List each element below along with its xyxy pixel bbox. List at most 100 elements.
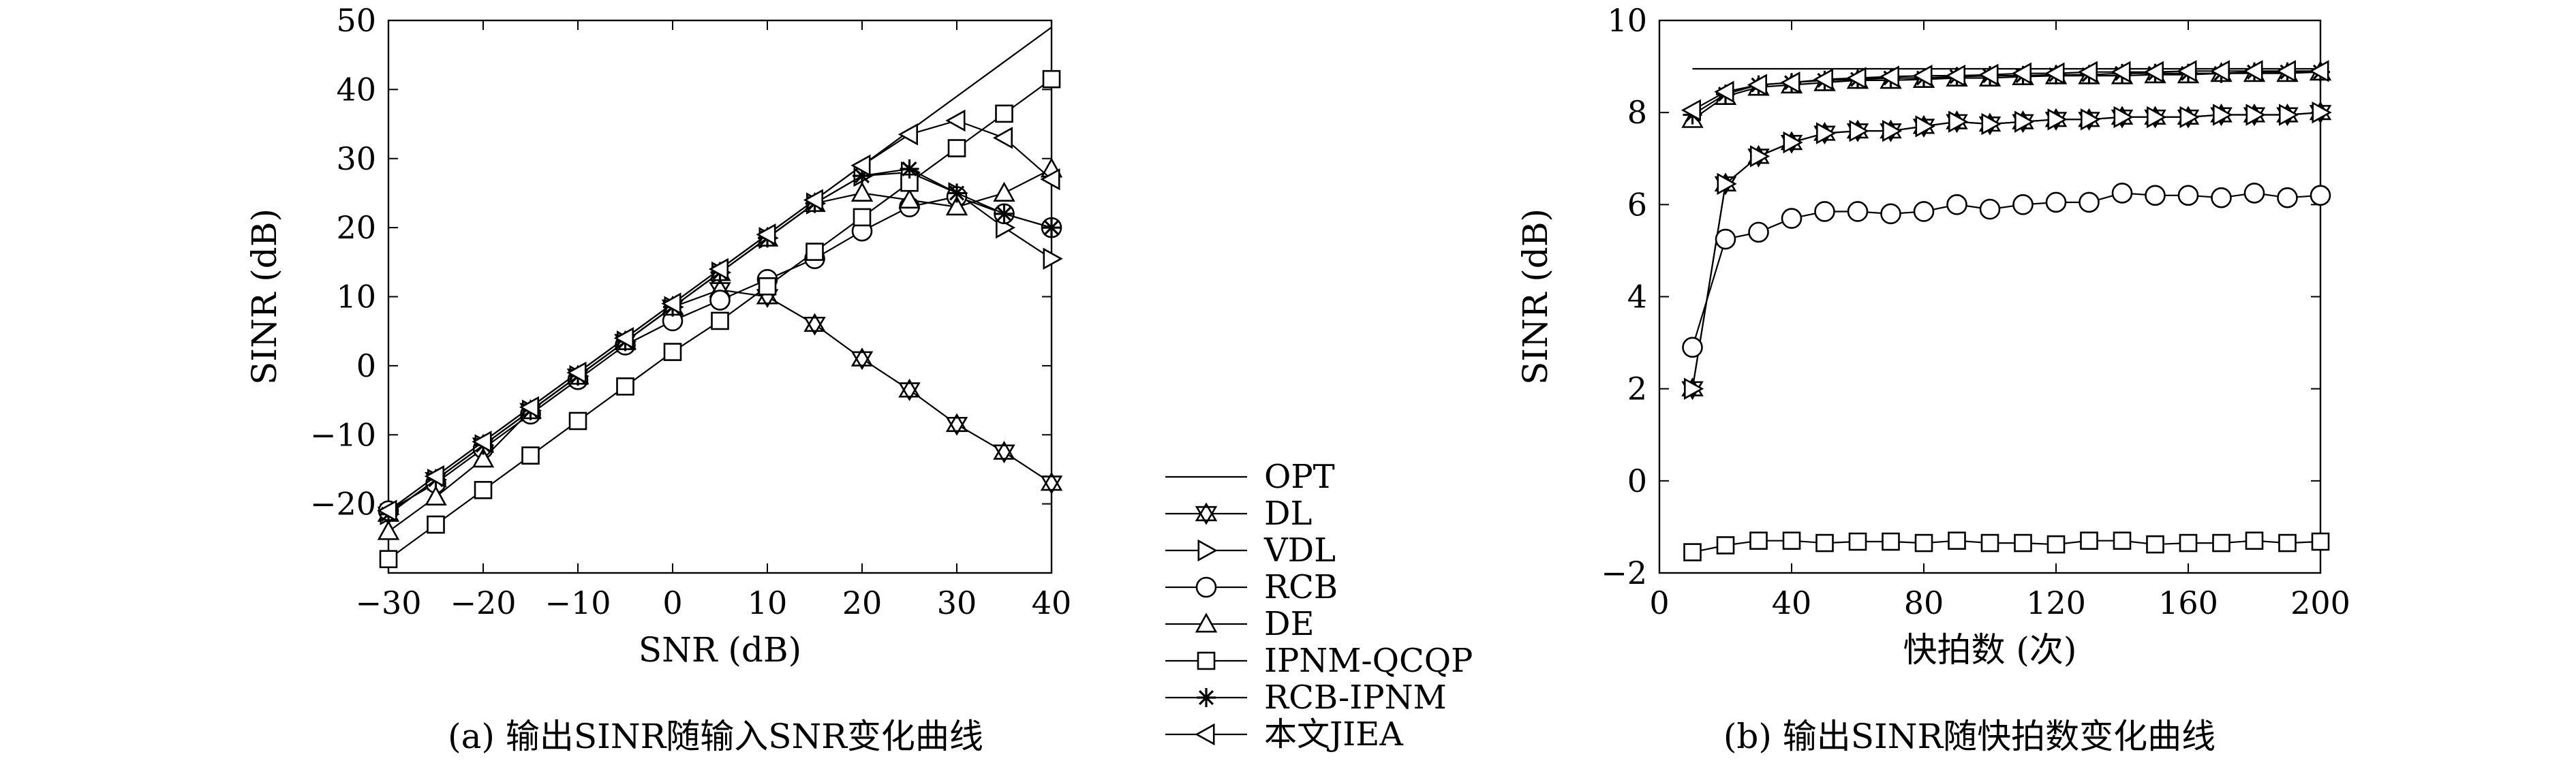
legend-marker — [1197, 651, 1216, 670]
point-ipnm-qcqp — [1683, 543, 1702, 561]
point-jiea — [472, 431, 492, 453]
legend-label: RCB — [1264, 568, 1338, 606]
point-de — [425, 485, 447, 505]
point-ipnm-qcqp — [1716, 536, 1735, 555]
point-vdl — [2047, 108, 2068, 131]
point-ipnm-qcqp — [1882, 532, 1900, 551]
point-rcb-ipnm — [994, 204, 1014, 223]
point-jiea — [1879, 65, 1899, 88]
x-tick-label: 80 — [1904, 585, 1944, 621]
point-vdl — [1783, 131, 1803, 154]
point-jiea — [519, 396, 540, 418]
point-ipnm-qcqp — [2146, 535, 2164, 554]
point-ipnm-qcqp — [2245, 531, 2264, 550]
point-vdl — [1684, 377, 1704, 400]
point-ipnm-qcqp — [2014, 533, 2032, 552]
series-jiea — [377, 109, 1060, 522]
y-tick-label: 10 — [336, 279, 376, 315]
series-line-vdl — [1691, 112, 2320, 389]
point-ipnm-qcqp — [1782, 531, 1801, 550]
point-ipnm-qcqp — [758, 277, 777, 296]
point-jiea — [708, 258, 729, 281]
point-rcb — [2211, 187, 2232, 208]
y-tick-label: 20 — [336, 209, 376, 246]
point-vdl — [1882, 119, 1903, 142]
point-rcb — [2012, 194, 2034, 215]
point-jiea — [2243, 60, 2263, 82]
x-axis-label: 快拍数 (次) — [1903, 630, 2077, 670]
point-vdl — [2312, 101, 2332, 124]
point-vdl — [1981, 112, 2002, 136]
point-ipnm-qcqp — [1948, 531, 1966, 550]
point-rcb — [1748, 221, 1769, 243]
legend-marker — [1197, 539, 1218, 562]
point-vdl — [2213, 104, 2233, 126]
point-jiea — [2044, 62, 2065, 84]
point-ipnm-qcqp — [1848, 532, 1867, 551]
y-tick-label: −2 — [1601, 555, 1647, 591]
series-ipnm-qcqp — [1683, 531, 2330, 561]
legend-marker — [1197, 688, 1216, 707]
legend-label: OPT — [1264, 458, 1335, 496]
point-ipnm-qcqp — [947, 139, 966, 157]
legend-label: DE — [1264, 605, 1315, 643]
caption-b: (b) 输出SINR随快拍数变化曲线 — [1723, 717, 2215, 756]
series-rcb — [1682, 183, 2331, 358]
point-vdl — [1849, 119, 1869, 142]
legend-marker — [1195, 576, 1217, 598]
x-tick-label: 0 — [662, 585, 682, 621]
series-rcb — [378, 186, 1062, 522]
point-rcb — [2045, 191, 2067, 213]
y-tick-label: 0 — [356, 347, 376, 384]
point-ipnm-qcqp — [2179, 533, 2198, 552]
y-tick-label: 50 — [336, 2, 376, 39]
point-jiea — [2209, 60, 2230, 82]
series-jiea — [1681, 60, 2329, 121]
x-tick-label: 10 — [748, 585, 788, 621]
point-rcb — [1715, 228, 1736, 250]
point-jiea — [1945, 64, 1965, 87]
point-ipnm-qcqp — [616, 377, 634, 396]
point-de — [993, 181, 1015, 202]
y-axis-label: SINR (dB) — [1516, 208, 1555, 385]
point-de — [850, 181, 874, 202]
point-vdl — [1915, 115, 1935, 138]
point-jiea — [850, 154, 871, 177]
point-rcb — [2177, 185, 2199, 206]
point-jiea — [1747, 74, 1767, 96]
point-jiea — [1813, 68, 1833, 91]
point-ipnm-qcqp — [1914, 533, 1933, 552]
point-rcb — [1847, 201, 1869, 222]
point-jiea — [566, 361, 587, 384]
point-rcb — [1913, 201, 1935, 222]
x-tick-label: 200 — [2290, 585, 2350, 621]
point-dl — [803, 313, 826, 336]
chart-sinr-vs-snr: −30 −20 −10 0 10 20 30 40 −20 −10 0 10 20 30 40 50 SNR (… — [245, 2, 1071, 670]
point-ipnm-qcqp — [806, 243, 824, 261]
x-tick-label: 120 — [2026, 585, 2086, 621]
y-tick-label: 30 — [336, 140, 376, 177]
series-vdl — [1684, 101, 2332, 400]
y-axis-label: SINR (dB) — [245, 208, 284, 385]
legend-entry-jiea: 本文JIEA — [1165, 715, 1404, 753]
point-vdl — [2014, 110, 2035, 133]
point-dl — [850, 347, 874, 371]
point-vdl — [2147, 106, 2167, 129]
point-rcb — [1979, 198, 2001, 220]
point-jiea — [2177, 60, 2197, 82]
point-jiea — [1714, 80, 1734, 103]
point-ipnm-qcqp — [1815, 533, 1834, 552]
point-vdl — [1750, 145, 1770, 168]
legend-entry-rcb: RCB — [1165, 568, 1338, 606]
point-ipnm-qcqp — [2278, 533, 2297, 552]
point-vdl — [1816, 122, 1837, 144]
point-jiea — [613, 327, 634, 349]
x-tick-label: 20 — [842, 585, 883, 621]
point-dl — [1040, 471, 1063, 495]
point-jiea — [803, 189, 823, 211]
legend-label: IPNM-QCQP — [1264, 642, 1473, 680]
point-jiea — [1912, 64, 1933, 87]
y-tick-label: 8 — [1627, 94, 1647, 131]
